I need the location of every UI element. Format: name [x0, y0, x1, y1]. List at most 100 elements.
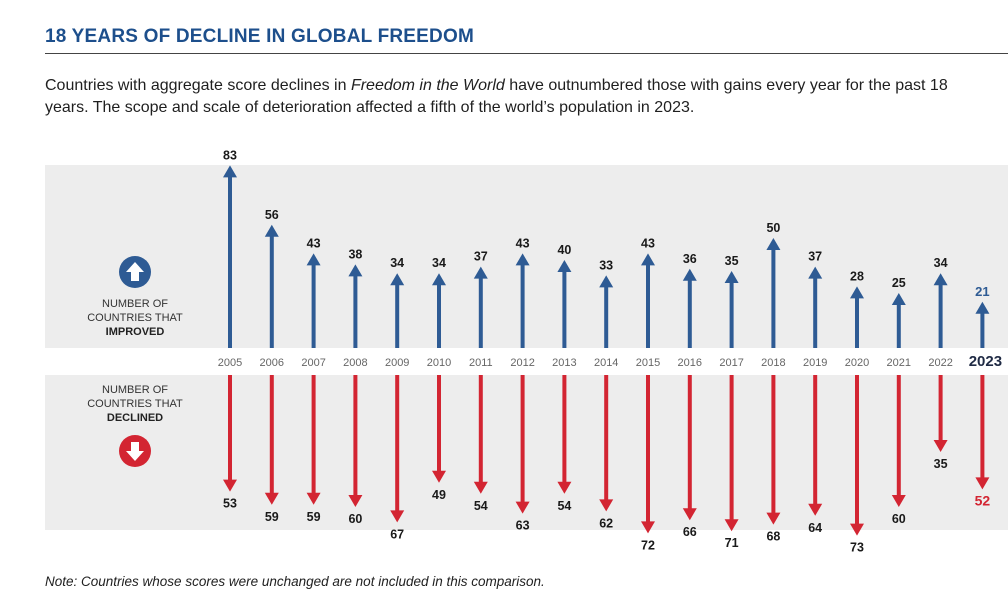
declined-value-label: 71 — [725, 536, 739, 550]
declined-arrow-2013 — [557, 375, 572, 494]
down-arrow-glyph — [126, 442, 144, 461]
declined-value-label: 60 — [892, 512, 906, 526]
improved-value-label: 56 — [265, 208, 279, 222]
year-label: 2018 — [761, 357, 785, 369]
declined-value-label: 66 — [683, 525, 697, 539]
improved-arrow-2005 — [223, 165, 237, 348]
improved-arrow-2015 — [641, 253, 655, 348]
year-label: 2019 — [803, 357, 827, 369]
declined-arrow-2023 — [975, 375, 990, 490]
improved-arrow-2016 — [682, 268, 697, 348]
improved-value-label: 43 — [307, 236, 321, 250]
improved-arrow-2014 — [599, 275, 614, 348]
declined-value-label: 63 — [516, 519, 530, 533]
year-label: 2007 — [301, 357, 325, 369]
legend-declined-line1: NUMBER OF — [102, 384, 168, 396]
declined-arrow-2012 — [515, 375, 530, 514]
improved-arrow-2022 — [933, 273, 948, 348]
year-label: 2015 — [636, 357, 660, 369]
declined-value-label: 62 — [599, 516, 613, 530]
title-divider — [45, 53, 1008, 54]
improved-arrow-2006 — [264, 224, 279, 348]
improved-arrow-2008 — [348, 264, 363, 348]
year-label: 2022 — [928, 357, 952, 369]
improved-value-label: 36 — [683, 252, 697, 266]
legend-improved: NUMBER OF COUNTRIES THAT IMPROVED — [87, 256, 183, 338]
legend-improved-line1: NUMBER OF — [102, 298, 168, 310]
improved-value-label: 83 — [223, 148, 237, 162]
improved-value-label: 43 — [516, 236, 530, 250]
declined-value-label: 67 — [390, 527, 404, 541]
year-label: 2016 — [678, 357, 702, 369]
subtitle-text-end: have outnumbered those with gains every … — [45, 77, 948, 116]
freedom-chart: NUMBER OF COUNTRIES THAT IMPROVED NUMBER… — [45, 148, 1008, 555]
year-label: 2013 — [552, 357, 576, 369]
declined-value-label: 72 — [641, 538, 655, 552]
improved-value-label: 38 — [348, 247, 362, 261]
declined-arrow-2021 — [891, 375, 906, 507]
improved-arrow-2017 — [724, 271, 739, 348]
improved-arrow-2007 — [306, 253, 321, 348]
improved-value-label: 35 — [725, 254, 739, 268]
year-label: 2014 — [594, 357, 618, 369]
chart-marks: 83 53 2005 56 59 2006 43 59 2007 38 60 2008 34 67 2009… — [218, 148, 1002, 554]
declined-value-label: 53 — [223, 497, 237, 511]
declined-arrow-2016 — [682, 375, 697, 521]
year-label: 2009 — [385, 357, 409, 369]
year-label: 2005 — [218, 357, 242, 369]
chart-subtitle: Countries with aggregate score declines … — [45, 75, 965, 119]
year-label: 2006 — [260, 357, 284, 369]
improved-value-label: 25 — [892, 276, 906, 290]
declined-arrow-2022 — [933, 375, 948, 452]
improved-arrow-2019 — [808, 266, 823, 348]
declined-value-label: 52 — [975, 492, 991, 508]
declined-value-label: 54 — [557, 499, 571, 513]
declined-value-label: 59 — [307, 510, 321, 524]
declined-value-label: 68 — [766, 530, 780, 544]
declined-arrow-2006 — [264, 375, 279, 505]
improved-value-label: 34 — [432, 256, 446, 270]
year-label: 2017 — [719, 357, 743, 369]
legend-declined-line3: DECLINED — [107, 412, 163, 424]
year-label: 2020 — [845, 357, 869, 369]
declined-arrow-2010 — [432, 375, 446, 483]
declined-value-label: 64 — [808, 521, 822, 535]
improved-value-label: 33 — [599, 258, 613, 272]
declined-arrow-2005 — [223, 375, 237, 492]
improved-arrow-2010 — [432, 273, 446, 348]
legend-declined: NUMBER OF COUNTRIES THAT DECLINED — [87, 384, 183, 467]
declined-value-label: 54 — [474, 499, 488, 513]
declined-arrow-2020 — [850, 375, 864, 536]
chart-title: 18 YEARS OF DECLINE IN GLOBAL FREEDOM — [45, 26, 474, 47]
improved-value-label: 50 — [766, 221, 780, 235]
declined-arrow-2019 — [808, 375, 823, 516]
declined-value-label: 73 — [850, 541, 864, 555]
improved-value-label: 40 — [557, 243, 571, 257]
declined-arrow-2017 — [724, 375, 739, 532]
declined-arrow-2007 — [306, 375, 321, 505]
improved-arrow-2021 — [891, 293, 906, 348]
year-label: 2011 — [469, 357, 493, 369]
declined-value-label: 35 — [934, 457, 948, 471]
up-arrow-glyph — [126, 262, 144, 281]
year-label: 2023 — [969, 353, 1002, 370]
improved-value-label: 37 — [474, 250, 488, 264]
declined-arrow-2014 — [599, 375, 614, 512]
subtitle-publication-name: Freedom in the World — [350, 77, 505, 94]
declined-value-label: 59 — [265, 510, 279, 524]
year-label: 2012 — [510, 357, 534, 369]
improved-arrow-2009 — [390, 273, 405, 348]
improved-value-label: 34 — [934, 256, 948, 270]
improved-arrow-2020 — [850, 286, 864, 348]
improved-arrow-2023 — [975, 301, 990, 348]
improved-value-label: 28 — [850, 269, 864, 283]
declined-value-label: 60 — [348, 512, 362, 526]
improved-value-label: 21 — [975, 284, 989, 299]
improved-arrow-2018 — [766, 238, 781, 348]
declined-arrow-2018 — [766, 375, 781, 525]
legend-improved-line3: IMPROVED — [106, 326, 165, 338]
subtitle-text-start: Countries with aggregate score declines … — [45, 77, 351, 94]
improved-band — [45, 165, 1008, 348]
improved-arrow-2013 — [557, 260, 572, 348]
improved-arrow-2012 — [515, 253, 530, 348]
